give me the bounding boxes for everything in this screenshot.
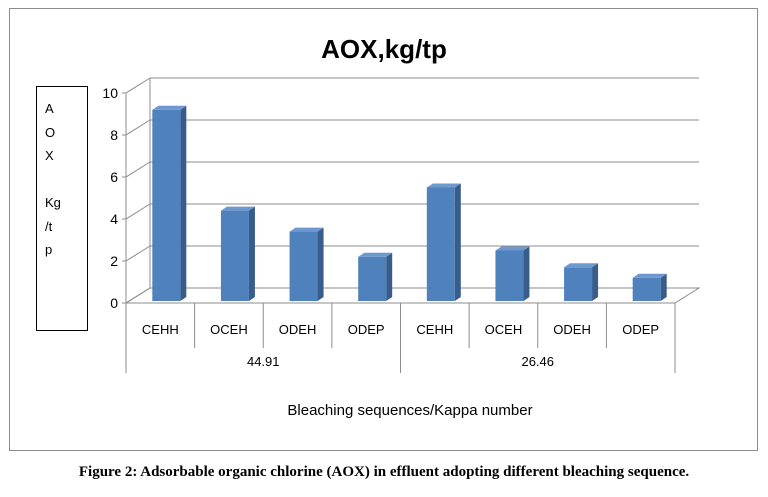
- grid-diagonal: [125, 161, 151, 178]
- bar: [564, 267, 593, 301]
- y-tick-label: 6: [110, 169, 118, 185]
- bar-top: [632, 273, 667, 278]
- bar-layer: [152, 105, 667, 301]
- chart-title: AOX,kg/tp: [321, 34, 447, 64]
- y-axis-label-box: A O X Kg /t p: [36, 86, 88, 331]
- y-tick-label: 2: [110, 253, 118, 269]
- bar: [152, 109, 181, 301]
- bar-side: [660, 273, 667, 301]
- x-group-label: 44.91: [247, 354, 280, 369]
- y-tick-label: 10: [102, 85, 118, 101]
- x-tick-label: ODEH: [553, 322, 591, 337]
- bar-side: [248, 206, 255, 301]
- bar-top: [426, 183, 461, 188]
- bar-side: [317, 227, 324, 301]
- figure-caption: Figure 2: Adsorbable organic chlorine (A…: [78, 464, 690, 480]
- bar-top: [289, 227, 324, 232]
- grid-diagonal: [125, 203, 151, 220]
- bar: [632, 277, 661, 301]
- bar-top: [220, 206, 255, 211]
- x-tick-label: ODEP: [622, 322, 659, 337]
- bar: [358, 256, 387, 301]
- x-tick-label: ODEH: [279, 322, 317, 337]
- chart-floor: [124, 287, 701, 304]
- bar-side: [592, 263, 599, 301]
- bar-top: [358, 252, 393, 257]
- x-tick-label: CEHH: [416, 322, 453, 337]
- y-axis-label: A O X Kg /t p: [45, 101, 61, 257]
- bar: [495, 250, 524, 301]
- bar: [289, 231, 318, 301]
- grid-diagonal: [125, 77, 151, 94]
- bar-side: [386, 252, 393, 301]
- bar: [220, 210, 249, 301]
- x-tick-label: OCEH: [210, 322, 248, 337]
- x-group-label: 26.46: [521, 354, 554, 369]
- bar: [426, 187, 455, 301]
- grid-diagonal: [125, 245, 151, 262]
- x-tick-label: CEHH: [142, 322, 179, 337]
- label-layer: 0 2 4 6 8 10 CEHH OCEH ODEH ODEP CEHH OCEH ODEH ODEP 4…: [102, 85, 659, 369]
- chart-frame: [9, 8, 758, 451]
- x-tick-label: OCEH: [485, 322, 523, 337]
- y-tick-label: 0: [110, 295, 118, 311]
- bar-side: [180, 105, 187, 301]
- bar-top: [564, 263, 599, 268]
- grid-layer: [124, 77, 701, 304]
- bar-top: [152, 105, 187, 110]
- y-tick-label: 4: [110, 211, 118, 227]
- axis-layer: [122, 92, 676, 373]
- bar-side: [523, 246, 530, 301]
- bar-top: [495, 246, 530, 251]
- y-tick-label: 8: [110, 127, 118, 143]
- x-tick-label: ODEP: [348, 322, 385, 337]
- bar-side: [454, 183, 461, 301]
- x-axis-label: Bleaching sequences/Kappa number: [287, 402, 533, 419]
- grid-diagonal: [125, 119, 151, 136]
